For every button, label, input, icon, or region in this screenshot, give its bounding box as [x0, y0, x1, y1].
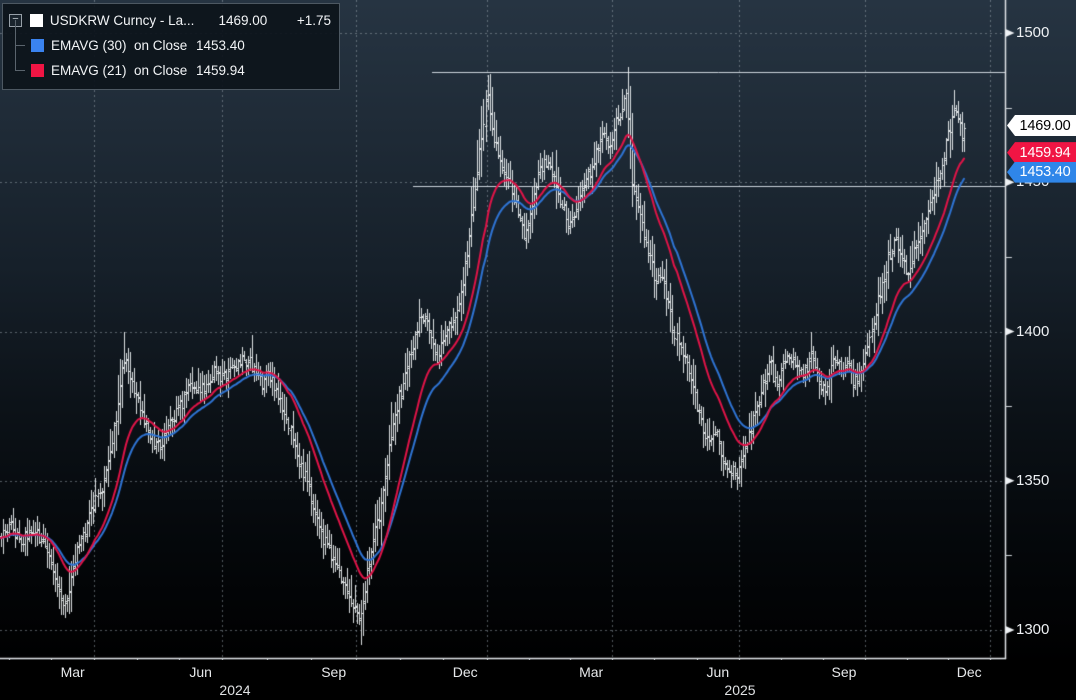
usdkrw-last-price: 1469.00: [218, 13, 268, 28]
x-axis-month-label: Sep: [831, 664, 857, 680]
legend-row-emavg21[interactable]: EMAVG (21) on Close 1459.94: [9, 45, 331, 83]
legend-tree-root: −: [9, 14, 30, 27]
x-axis-month-label: Mar: [579, 664, 604, 680]
emavg30-value: 1453.40: [196, 38, 245, 53]
legend-row-emavg30[interactable]: EMAVG (30) on Close 1453.40: [9, 20, 331, 58]
x-axis-year-label: 2024: [219, 682, 251, 698]
legend-panel: − USDKRW Curncy - La... 1469.00 +1.75 EM…: [2, 3, 340, 90]
emavg30-swatch: [31, 39, 44, 52]
usdkrw-price-change: +1.75: [296, 13, 332, 28]
last-price-badge: 1469.00: [1007, 115, 1076, 137]
emavg21-label: EMAVG (21) on Close: [51, 63, 188, 78]
emavg21-swatch: [31, 64, 44, 77]
legend-tree-branch: [9, 20, 31, 58]
usdkrw-series-label: USDKRW Curncy - La...: [49, 13, 195, 28]
y-axis-tick-label: 1350: [1016, 471, 1050, 489]
emavg30-price-badge: 1453.40: [1007, 161, 1076, 183]
legend-row-usdkrw[interactable]: − USDKRW Curncy - La... 1469.00 +1.75: [9, 8, 331, 33]
y-axis-tick-label: 1500: [1016, 24, 1050, 41]
x-axis-month-label: Dec: [452, 664, 478, 680]
usdkrw-series-swatch: [29, 14, 43, 27]
axis-footer-strip: [0, 660, 1076, 700]
x-axis-month-label: Jun: [706, 664, 730, 680]
emavg21-price-badge: 1459.94: [1007, 142, 1076, 164]
emavg30-label: EMAVG (30) on Close: [51, 38, 188, 53]
x-axis-month-label: Dec: [956, 664, 982, 680]
x-axis-month-label: Mar: [60, 664, 85, 680]
emavg21-value: 1459.94: [196, 63, 245, 78]
x-axis-year-label: 2025: [724, 682, 756, 698]
y-axis-tick-label: 1400: [1016, 322, 1050, 340]
y-axis-tick-label: 1300: [1016, 621, 1050, 638]
legend-tree-branch: [9, 45, 31, 83]
x-axis-month-label: Sep: [321, 664, 347, 680]
x-axis-month-label: Jun: [189, 664, 212, 680]
